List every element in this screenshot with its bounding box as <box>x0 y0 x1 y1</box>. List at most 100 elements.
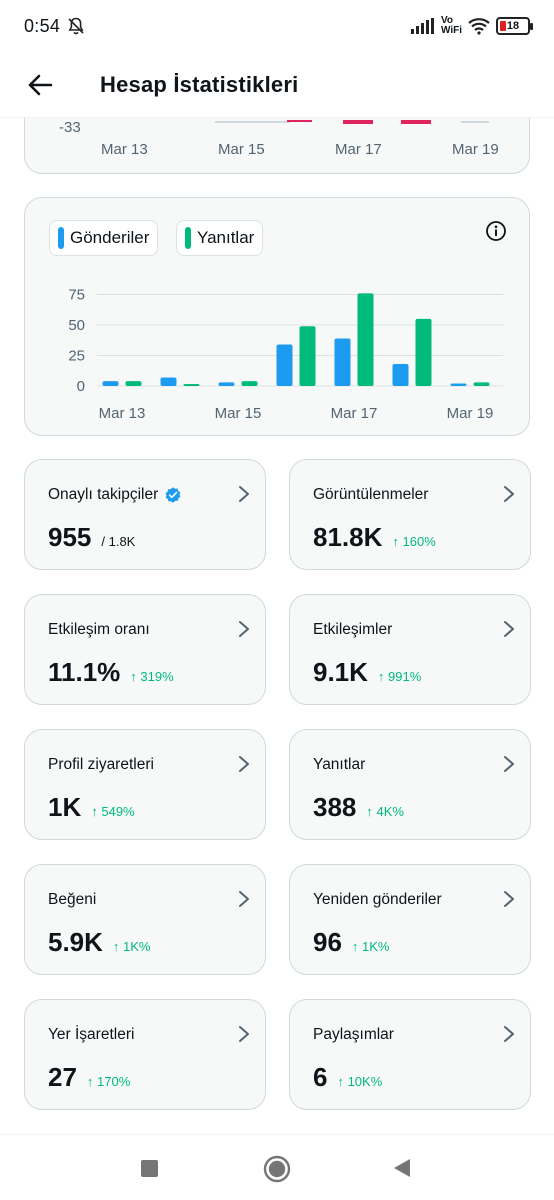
status-time: 0:54 <box>24 15 61 36</box>
circle-icon[interactable] <box>263 1155 291 1183</box>
stat-card[interactable]: Etkileşim oranı 11.1% ↑ 319% <box>24 594 266 705</box>
stat-total: / 1.8K <box>101 534 136 549</box>
stat-value-row: 96 ↑ 1K% <box>313 927 390 958</box>
x-tick-label: Mar 17 <box>335 141 382 158</box>
chevron-right-icon <box>504 756 514 772</box>
stat-value: 27 <box>48 1062 77 1092</box>
stat-card[interactable]: Yeniden gönderiler 96 ↑ 1K% <box>289 864 531 975</box>
stat-label: Paylaşımlar <box>313 1026 394 1043</box>
posts-replies-chart-card: Gönderiler Yanıtlar 75 50 25 0 Mar 13 Mar 15 M… <box>24 197 530 436</box>
x-tick-label: Mar 15 <box>218 141 265 158</box>
x-tick-label: Mar 15 <box>215 405 262 422</box>
chevron-right-icon <box>239 486 249 502</box>
stat-label-row: Yeniden gönderiler <box>313 891 442 909</box>
stat-label-row: Beğeni <box>48 891 96 909</box>
stat-label: Etkileşim oranı <box>48 621 150 638</box>
stat-label: Yeniden gönderiler <box>313 891 442 908</box>
square-icon[interactable] <box>140 1159 160 1179</box>
chart-baseline <box>461 121 489 123</box>
stat-card[interactable]: Görüntülenmeler 81.8K ↑ 160% <box>289 459 531 570</box>
chevron-right-icon <box>504 891 514 907</box>
stat-label-row: Paylaşımlar <box>313 1026 394 1044</box>
stat-value: 96 <box>313 927 342 957</box>
status-left: 0:54 <box>24 16 86 37</box>
bar-replies[interactable] <box>299 326 316 386</box>
stat-change: ↑ 319% <box>130 669 174 684</box>
back-button[interactable] <box>20 65 60 105</box>
bar-posts[interactable] <box>160 377 177 386</box>
bar-posts[interactable] <box>218 382 235 386</box>
bar-replies[interactable] <box>357 293 374 386</box>
stat-label: Yer İşaretleri <box>48 1026 135 1043</box>
battery-level: 18 <box>506 20 520 32</box>
legend-label-replies: Yanıtlar <box>197 228 255 247</box>
bar-replies[interactable] <box>241 381 258 386</box>
bar-posts[interactable] <box>450 383 467 386</box>
stat-value: 1K <box>48 792 82 822</box>
status-right: Vo WiFi 18 <box>410 15 533 36</box>
chevron-right-icon <box>239 756 249 772</box>
stat-label-row: Profil ziyaretleri <box>48 756 154 774</box>
wifi-icon <box>468 18 490 35</box>
stat-label-row: Yanıtlar <box>313 756 365 774</box>
legend-swatch-posts <box>58 227 64 249</box>
x-tick-label: Mar 13 <box>101 141 148 158</box>
stat-value: 5.9K <box>48 927 103 957</box>
x-tick-label: Mar 19 <box>452 141 499 158</box>
verified-badge-icon <box>165 487 181 503</box>
stat-change: ↑ 991% <box>377 669 422 684</box>
stat-value-row: 6 ↑ 10K% <box>313 1062 382 1093</box>
bar-posts[interactable] <box>334 338 351 386</box>
vowifi-top: Vo <box>440 15 454 26</box>
legend-posts[interactable]: Gönderiler <box>49 220 159 256</box>
stat-label: Yanıtlar <box>313 756 366 773</box>
stat-value-row: 955 / 1.8K <box>48 522 135 553</box>
bar-posts[interactable] <box>102 381 119 386</box>
stat-value-row: 1K ↑ 549% <box>48 792 135 823</box>
stat-value: 81.8K <box>313 522 383 552</box>
bell-muted-icon <box>68 17 84 35</box>
bar-replies[interactable] <box>183 384 200 386</box>
bar-replies[interactable] <box>415 318 432 386</box>
stat-card[interactable]: Profil ziyaretleri 1K ↑ 549% <box>24 729 266 840</box>
bar-replies[interactable] <box>125 381 142 386</box>
stat-label: Profil ziyaretleri <box>48 756 154 773</box>
stat-card[interactable]: Paylaşımlar 6 ↑ 10K% <box>289 999 531 1110</box>
chevron-right-icon <box>239 1026 249 1042</box>
legend-replies[interactable]: Yanıtlar <box>176 220 264 256</box>
stat-card[interactable]: Yanıtlar 388 ↑ 4K% <box>289 729 531 840</box>
stat-change: ↑ 10K% <box>337 1074 383 1089</box>
stat-change: ↑ 170% <box>86 1074 131 1089</box>
arrow-left-icon <box>28 74 53 95</box>
chevron-right-icon <box>504 1026 514 1042</box>
stat-change: ↑ 4K% <box>366 804 404 819</box>
stat-change: ↑ 1K% <box>112 939 151 954</box>
stat-label-row: Yer İşaretleri <box>48 1026 134 1044</box>
stat-label-row: Onaylı takipçiler <box>48 486 182 504</box>
stat-card[interactable]: Yer İşaretleri 27 ↑ 170% <box>24 999 266 1110</box>
stat-value-row: 388 ↑ 4K% <box>313 792 404 823</box>
stat-value: 6 <box>313 1062 328 1092</box>
page-title: Hesap İstatistikleri <box>100 71 299 97</box>
stat-value: 388 <box>313 792 357 822</box>
chevron-right-icon <box>239 621 249 637</box>
bar-posts[interactable] <box>392 364 409 386</box>
bar-replies[interactable] <box>473 382 490 386</box>
x-tick-label: Mar 19 <box>447 405 494 422</box>
triangle-back-icon[interactable] <box>392 1157 412 1179</box>
y-tick-label: 0 <box>77 378 85 395</box>
stat-card[interactable]: Etkileşimler 9.1K ↑ 991% <box>289 594 531 705</box>
chart-bar-negative <box>287 120 312 122</box>
chart-baseline <box>215 121 290 123</box>
stat-label: Beğeni <box>48 891 97 908</box>
bar-posts[interactable] <box>276 344 293 386</box>
chevron-right-icon <box>504 486 514 502</box>
stat-value-row: 5.9K ↑ 1K% <box>48 927 151 958</box>
stat-label-row: Etkileşimler <box>313 621 392 639</box>
stat-label: Görüntülenmeler <box>313 486 429 503</box>
bar-chart: 75 50 25 0 Mar 13 Mar 15 Mar 17 Mar 19 <box>68 287 503 422</box>
system-nav-bar <box>0 1134 554 1200</box>
stat-card[interactable]: Beğeni 5.9K ↑ 1K% <box>24 864 266 975</box>
stat-card[interactable]: Onaylı takipçiler 955 / 1.8K <box>24 459 266 570</box>
info-icon[interactable] <box>485 220 507 242</box>
